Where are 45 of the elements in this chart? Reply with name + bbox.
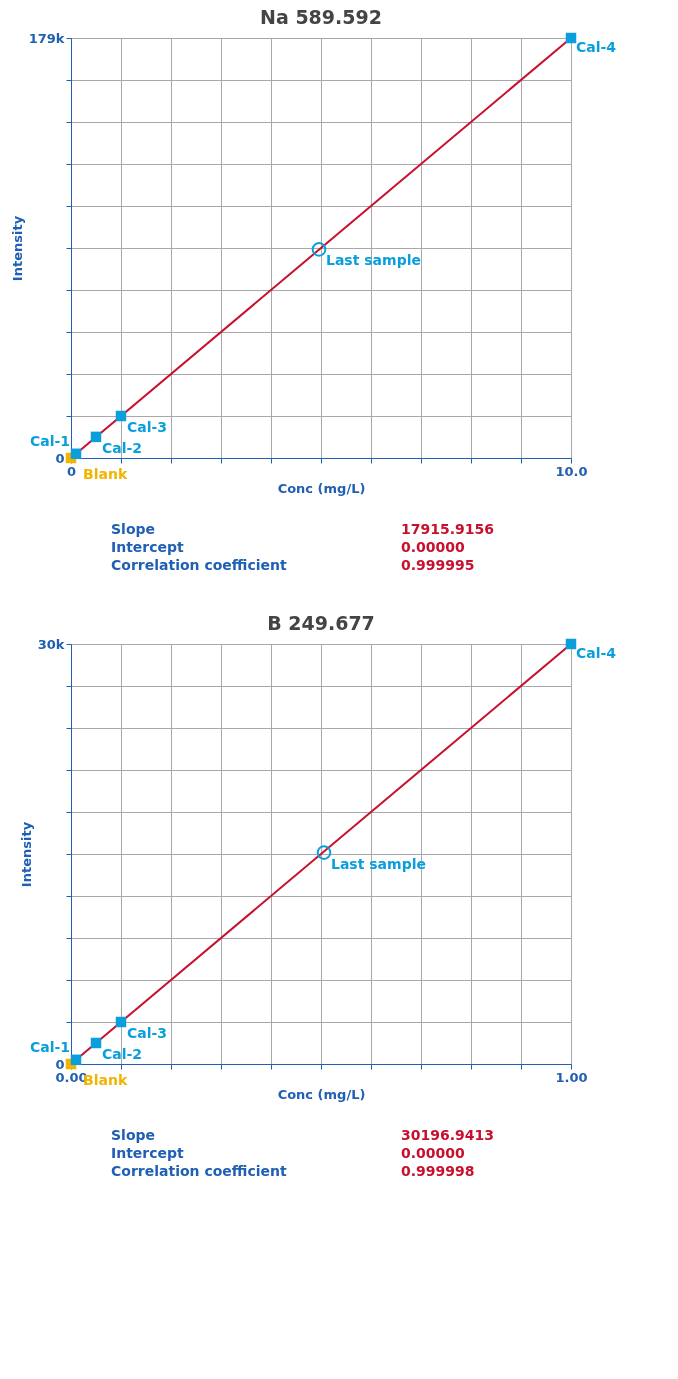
- annotation: Last sample: [326, 252, 421, 269]
- annotation: Cal-1: [29, 432, 70, 449]
- chart-title: B 249.677: [267, 612, 375, 634]
- point: [316, 845, 332, 860]
- y-axis-title: Intensity: [18, 821, 34, 888]
- point: [115, 1016, 127, 1028]
- point: [565, 32, 577, 44]
- point: [115, 410, 127, 422]
- text: Slope: [111, 521, 156, 537]
- annotation: Cal-3: [127, 419, 168, 435]
- text: Intercept: [111, 1145, 185, 1161]
- annotation: Cal-2: [102, 439, 143, 456]
- x-axis-title: Conc (mg/L): [277, 480, 366, 496]
- x-tick-label: 1.00: [555, 1069, 588, 1085]
- text: Correlation coefficient: [111, 1163, 287, 1179]
- annotation: Cal-4: [576, 645, 617, 661]
- y-tick-label: 179k: [28, 30, 65, 46]
- point: [90, 1037, 102, 1049]
- text: 0.999998: [401, 1163, 475, 1179]
- chart-title: Na 589.592: [260, 6, 382, 28]
- y-axis-title: Intensity: [9, 215, 25, 282]
- text: Correlation coefficient: [111, 557, 287, 573]
- point: [311, 242, 327, 257]
- x-axis-title: Conc (mg/L): [277, 1086, 366, 1102]
- text: Intercept: [111, 539, 185, 555]
- text: 0.00000: [401, 1145, 466, 1161]
- annotation: Cal-4: [576, 39, 617, 55]
- text: 0.00000: [401, 539, 466, 555]
- annotation: Cal-3: [127, 1025, 168, 1041]
- annotation: Blank: [83, 466, 128, 482]
- text: 17915.9156: [401, 521, 494, 537]
- text: 30196.9413: [401, 1127, 494, 1143]
- y-tick-label: 0: [55, 450, 65, 466]
- text: Slope: [111, 1127, 156, 1143]
- y-tick-label: 30k: [37, 636, 65, 652]
- point: [70, 1054, 82, 1066]
- x-tick-label: 10.0: [555, 463, 588, 479]
- annotation: Cal-1: [29, 1038, 70, 1055]
- point: [565, 638, 577, 650]
- point: [90, 431, 102, 443]
- annotation: Cal-2: [102, 1046, 143, 1062]
- y-tick-label: 0: [55, 1056, 65, 1072]
- text: 0.999995: [401, 557, 475, 573]
- annotation: Last sample: [331, 855, 426, 872]
- point: [70, 448, 82, 460]
